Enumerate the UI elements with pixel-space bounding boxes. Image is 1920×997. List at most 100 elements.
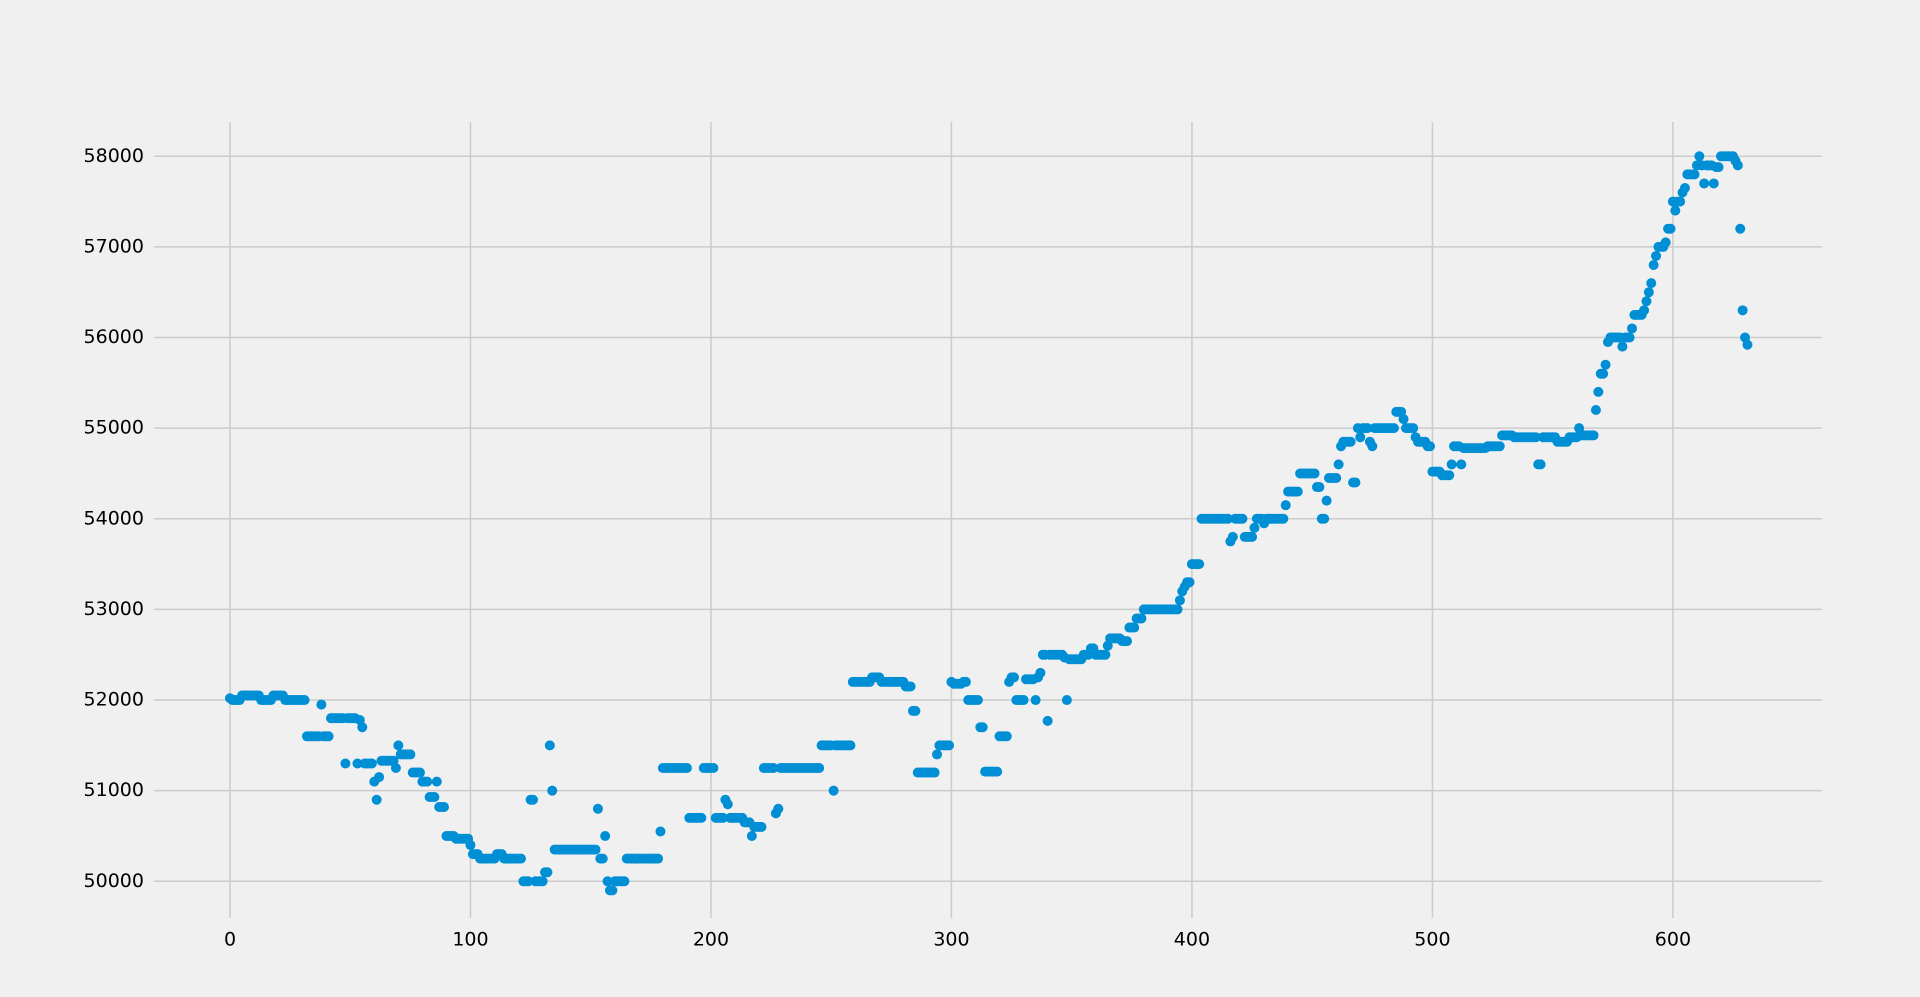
y-tick-label: 50000 [84,870,144,892]
point [592,803,603,814]
point [1679,182,1690,193]
point [1456,459,1467,470]
point [773,803,784,814]
point [717,812,728,823]
point [845,740,856,751]
point [1444,470,1455,481]
point [1309,468,1320,479]
point [1388,423,1399,434]
point [316,699,327,710]
point [653,853,664,864]
point [1314,482,1325,493]
x-tick-label: 200 [693,929,729,951]
point [756,821,767,832]
point [1030,695,1041,706]
point [352,758,363,769]
point [708,763,719,774]
point [681,763,692,774]
y-tick-label: 56000 [84,326,144,348]
point [1280,500,1291,511]
point [1425,441,1436,452]
x-tick-label: 400 [1174,929,1210,951]
y-tick-label: 53000 [84,598,144,620]
point [1590,405,1601,416]
x-tick-label: 300 [933,929,969,951]
point [960,676,971,687]
point [1194,559,1205,570]
point [607,885,618,896]
point [1670,205,1681,216]
point [1321,495,1332,506]
point [722,799,733,810]
y-tick-label: 58000 [84,145,144,167]
point [429,792,440,803]
point [1247,531,1258,542]
point [1227,531,1238,542]
point [1699,178,1710,189]
point [590,844,601,855]
y-tick-label: 51000 [84,779,144,801]
point [537,876,548,887]
point [1035,667,1046,678]
point [1742,339,1753,350]
point [431,776,442,787]
point [323,731,334,742]
point [1648,260,1659,271]
point [405,749,416,760]
point [528,794,539,805]
point [1627,323,1638,334]
point [465,840,476,851]
point [542,867,553,878]
point [910,705,921,716]
point [547,785,558,796]
point [390,763,401,774]
point [1694,151,1705,162]
point [1446,459,1457,470]
point [1278,513,1289,524]
y-tick-label: 57000 [84,235,144,257]
point [1408,423,1419,434]
point [1008,672,1019,683]
point [371,794,382,805]
point [1331,472,1342,483]
point [1355,432,1366,443]
point [929,767,940,778]
point [1651,250,1662,261]
point [1643,287,1654,298]
point [1292,486,1303,497]
point [944,740,955,751]
point [1600,359,1611,370]
x-tick-label: 600 [1655,929,1691,951]
point [1494,441,1505,452]
point [1042,715,1053,726]
x-tick-label: 500 [1414,929,1450,951]
point [1617,341,1628,352]
point [1001,731,1012,742]
y-tick-label: 54000 [84,507,144,529]
point [1535,459,1546,470]
point [1129,622,1140,633]
point [1061,695,1072,706]
point [1333,459,1344,470]
point [1184,577,1195,588]
point [1530,432,1541,443]
point [1345,436,1356,447]
point [1641,296,1652,307]
point [340,758,351,769]
point [655,826,666,837]
point [602,876,613,887]
point [1708,178,1719,189]
point [768,763,779,774]
point [1237,513,1248,524]
point [1624,332,1635,343]
point [1223,513,1234,524]
point [597,853,608,864]
point [972,695,983,706]
point [1639,305,1650,316]
point [544,740,555,751]
point [1689,169,1700,180]
y-tick-label: 55000 [84,417,144,439]
point [439,801,450,812]
point [374,772,385,783]
